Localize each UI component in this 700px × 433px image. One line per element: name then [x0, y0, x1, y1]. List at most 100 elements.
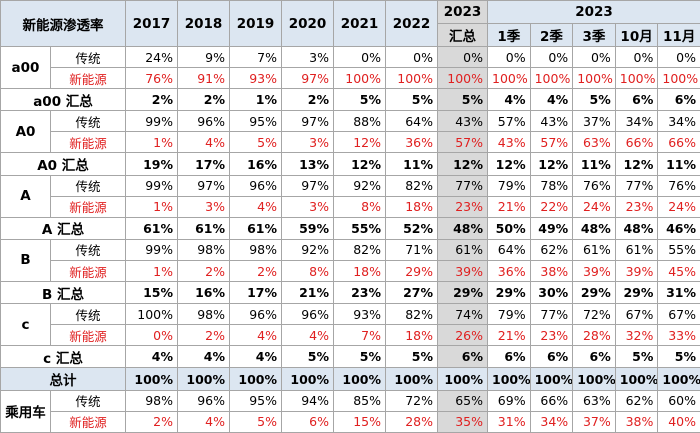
value-cell: 43%: [437, 110, 488, 133]
table-row: a00 汇总 2% 2% 1% 2% 5% 5% 5% 4% 4% 5% 6% 6%: [0, 88, 700, 112]
value-cell: 4%: [487, 88, 531, 112]
value-cell: 39%: [572, 259, 616, 283]
value-cell: 63%: [572, 389, 616, 412]
period-header: 3季: [572, 23, 616, 47]
value-cell: 1%: [229, 88, 282, 112]
value-cell: 5%: [437, 88, 488, 112]
value-cell: 31%: [487, 410, 531, 433]
value-cell: 5%: [657, 345, 700, 369]
value-cell: 82%: [385, 174, 438, 197]
type-label: 新能源: [50, 195, 126, 218]
value-cell: 66%: [614, 131, 659, 154]
type-label: 传统: [50, 110, 126, 133]
year-header: 2018: [177, 0, 230, 47]
value-cell: 13%: [281, 152, 334, 176]
value-cell: 100%: [437, 67, 488, 90]
value-cell: 28%: [385, 410, 438, 433]
value-cell: 4%: [125, 345, 178, 369]
value-cell: 67%: [657, 303, 700, 326]
value-cell: 5%: [572, 88, 616, 112]
value-cell: 98%: [177, 238, 230, 261]
table-row: 新能源 76% 91% 93% 97% 100% 100% 100% 100% 100% 100% 1…: [1, 67, 700, 90]
value-cell: 97%: [281, 174, 334, 197]
value-cell: 61%: [614, 238, 659, 261]
value-cell: 3%: [281, 45, 334, 69]
value-cell: 29%: [572, 281, 616, 305]
value-cell: 100%: [125, 367, 178, 391]
value-cell: 92%: [333, 174, 386, 197]
table-row: A 汇总 61% 61% 61% 59% 55% 52% 48% 50% 49% 48% 48% 46%: [0, 216, 700, 240]
table-row: A 传统 99% 97% 96% 97% 92% 82% 77% 79% 78% 76% 77% 76%: [0, 174, 700, 218]
table-row: 新能源渗透率 2017 2018 2019 2020 2021 2022 2023 2023: [0, 0, 700, 47]
value-cell: 60%: [657, 389, 700, 412]
type-label: 新能源: [50, 131, 126, 154]
value-cell: 12%: [437, 152, 488, 176]
value-cell: 0%: [333, 45, 386, 69]
value-cell: 6%: [437, 345, 488, 369]
value-cell: 55%: [657, 238, 700, 261]
value-cell: 66%: [657, 131, 700, 154]
value-cell: 61%: [125, 216, 178, 240]
value-cell: 61%: [229, 216, 282, 240]
value-cell: 96%: [177, 389, 230, 412]
value-cell: 79%: [487, 303, 531, 326]
value-cell: 100%: [229, 367, 282, 391]
value-cell: 2%: [229, 259, 282, 283]
value-cell: 45%: [657, 259, 700, 283]
value-cell: 16%: [177, 281, 230, 305]
table-row: 新能源 1% 4% 5% 3% 12% 36% 57% 43% 57% 63% 66% 66%: [1, 131, 700, 154]
value-cell: 98%: [229, 238, 282, 261]
type-label: 新能源: [50, 259, 126, 283]
value-cell: 0%: [657, 45, 700, 69]
type-label: 传统: [50, 174, 126, 197]
value-cell: 2%: [125, 88, 178, 112]
value-cell: 100%: [333, 67, 386, 90]
value-cell: 79%: [487, 174, 531, 197]
value-cell: 11%: [657, 152, 700, 176]
grand-total-label: 总计: [0, 367, 126, 391]
value-cell: 23%: [437, 195, 488, 218]
value-cell: 5%: [385, 345, 438, 369]
value-cell: 39%: [614, 259, 659, 283]
value-cell: 61%: [177, 216, 230, 240]
value-cell: 6%: [281, 410, 334, 433]
value-cell: 34%: [657, 110, 700, 133]
summary-header: 汇总: [437, 23, 488, 47]
value-cell: 64%: [385, 110, 438, 133]
value-cell: 24%: [572, 195, 616, 218]
value-cell: 18%: [333, 259, 386, 283]
value-cell: 57%: [487, 110, 531, 133]
value-cell: 2%: [125, 410, 178, 433]
value-cell: 21%: [487, 195, 531, 218]
total-label: A0 汇总: [0, 152, 126, 176]
value-cell: 96%: [229, 174, 282, 197]
table-row: B 传统 99% 98% 98% 92% 82% 71% 61% 64% 62% 61% 61% 55%: [0, 238, 700, 283]
value-cell: 100%: [657, 67, 700, 90]
year-header: 2021: [333, 0, 386, 47]
value-cell: 7%: [333, 324, 386, 347]
type-label: 新能源: [50, 410, 126, 433]
value-cell: 100%: [657, 367, 700, 391]
value-cell: 72%: [385, 389, 438, 412]
value-cell: 61%: [437, 238, 488, 261]
value-cell: 11%: [385, 152, 438, 176]
value-cell: 15%: [125, 281, 178, 305]
value-cell: 82%: [385, 303, 438, 326]
value-cell: 26%: [437, 324, 488, 347]
value-cell: 37%: [572, 410, 616, 433]
year-header: 2017: [125, 0, 178, 47]
value-cell: 5%: [229, 131, 282, 154]
table-row: 总计 100% 100% 100% 100% 100% 100% 100% 100% 100% 10…: [0, 367, 700, 391]
table-row: 新能源 0% 2% 4% 4% 7% 18% 26% 21% 23% 28% 32% 33%: [1, 324, 700, 347]
value-cell: 52%: [385, 216, 438, 240]
value-cell: 48%: [572, 216, 616, 240]
value-cell: 76%: [572, 174, 616, 197]
value-cell: 5%: [333, 88, 386, 112]
type-label: 新能源: [50, 67, 126, 90]
value-cell: 18%: [385, 195, 438, 218]
value-cell: 24%: [657, 195, 700, 218]
value-cell: 22%: [529, 195, 574, 218]
value-cell: 78%: [529, 174, 574, 197]
value-cell: 74%: [437, 303, 488, 326]
